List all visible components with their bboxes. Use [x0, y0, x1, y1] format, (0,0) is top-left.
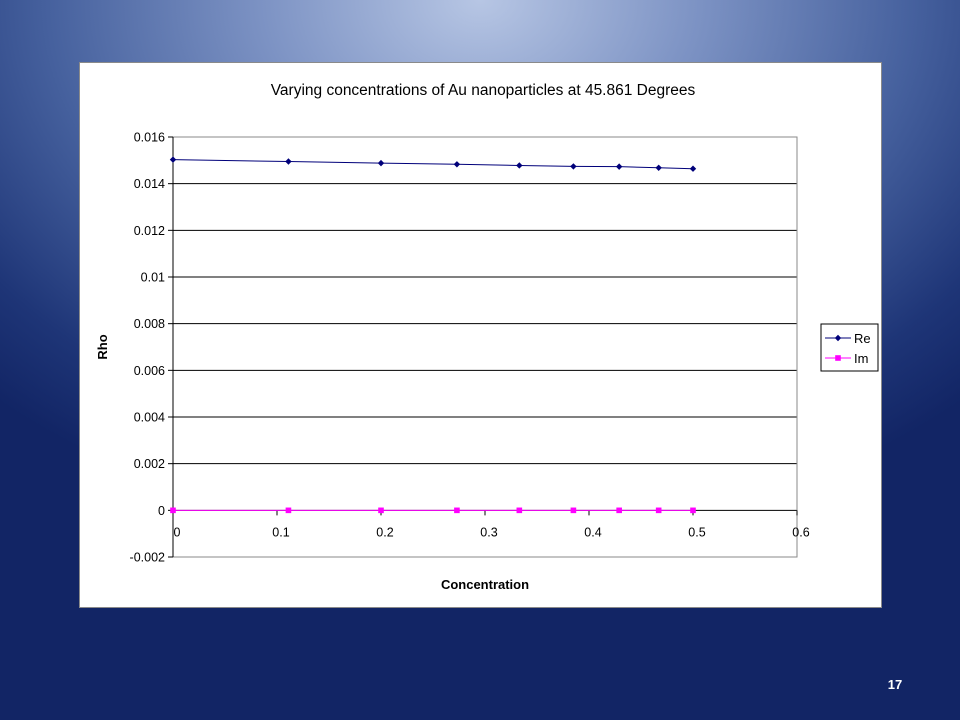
y-tick-label: 0.002 [134, 457, 165, 471]
legend-label-re: Re [854, 331, 871, 346]
x-tick-label: 0.5 [688, 525, 705, 539]
plot-area [172, 136, 798, 558]
x-tick-label: 0 [174, 525, 181, 539]
legend-label-im: Im [854, 351, 868, 366]
axes: -0.002 0 0.002 0.004 0.006 0.008 0.01 0.012 0.01… [130, 131, 810, 565]
line-chart: Varying concentrations of Au nanoparticl… [95, 82, 879, 592]
data-point-re [516, 162, 523, 169]
x-tick-label: 0.3 [480, 525, 497, 539]
chart-title: Varying concentrations of Au nanoparticl… [271, 82, 696, 99]
data-point-re [655, 164, 662, 171]
legend-items: Re Im [825, 331, 871, 366]
data-point-re [453, 161, 461, 168]
y-tick-label: 0.006 [134, 364, 165, 378]
data-point-im [454, 507, 460, 514]
series-layer [169, 156, 697, 514]
legend-box [820, 323, 879, 372]
y-axis-label: Rho [95, 334, 110, 359]
x-tick-label: 0.1 [272, 525, 289, 539]
y-tick-label: 0 [158, 504, 165, 518]
legend-marker-im [835, 355, 841, 361]
data-point-im [170, 507, 176, 514]
slide-number: 17 [887, 677, 903, 692]
data-point-re [169, 156, 177, 163]
x-tick-label: 0.6 [792, 525, 809, 539]
data-point-re [689, 165, 697, 172]
data-point-im [655, 507, 662, 514]
y-tick-label: -0.002 [130, 551, 165, 565]
data-point-re [285, 158, 292, 165]
x-tick-label: 0.2 [376, 525, 393, 539]
y-tick-label: 0.012 [134, 224, 165, 238]
data-point-im [616, 507, 622, 514]
data-point-im [516, 507, 523, 514]
gridlines [173, 136, 797, 511]
data-point-re [377, 159, 385, 167]
y-tick-label: 0.01 [141, 271, 165, 285]
data-point-re [570, 163, 577, 170]
data-point-im [690, 507, 696, 514]
y-tick-label: 0.004 [134, 411, 165, 425]
x-tick-label: 0.4 [584, 525, 601, 539]
legend: Re Im [820, 323, 879, 372]
data-point-im [570, 507, 577, 514]
chart-panel: Varying concentrations of Au nanoparticl… [79, 62, 882, 608]
y-tick-label: 0.016 [134, 131, 165, 145]
series-line-re [172, 159, 694, 170]
x-axis-label: Concentration [441, 577, 529, 592]
data-point-im [378, 507, 384, 514]
y-tick-label: 0.014 [134, 177, 165, 191]
data-point-re [615, 163, 623, 170]
legend-marker-re [834, 334, 842, 342]
data-point-im [285, 507, 292, 514]
y-tick-label: 0.008 [134, 317, 165, 331]
